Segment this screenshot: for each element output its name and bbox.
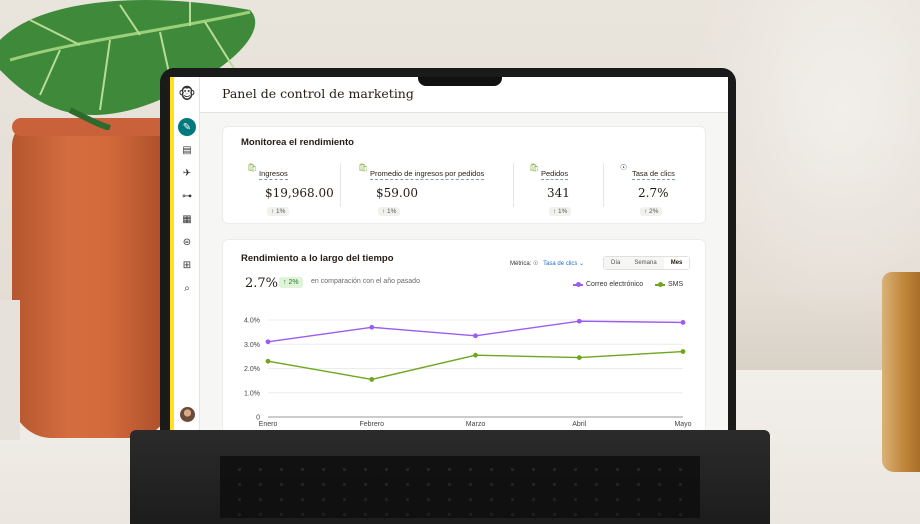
legend-swatch — [655, 282, 665, 287]
laptop-keyboard — [220, 456, 700, 518]
metric-select-label: Métrica: — [510, 261, 532, 267]
metric-label[interactable]: Pedidos — [541, 169, 569, 180]
metric-change: ↑ 2% — [640, 207, 663, 216]
data-point — [265, 358, 271, 364]
shopify-icon: 🛍 — [358, 163, 369, 172]
cursor-icon: ☉ — [620, 163, 628, 172]
metric-label[interactable]: Promedio de ingresos por pedidos — [370, 169, 485, 180]
page-title: Panel de control de marketing — [222, 86, 414, 101]
x-tick-label: Marzo — [466, 421, 486, 428]
x-tick-label: Abril — [572, 421, 586, 428]
x-tick-label: Mayo — [674, 421, 691, 428]
plant-pot-rim — [12, 118, 172, 136]
divider — [340, 163, 341, 207]
metric-label[interactable]: Ingresos — [259, 169, 288, 180]
divider — [513, 163, 514, 207]
performance-card: Monitorea el rendimiento 🛍 Ingresos $19,… — [223, 127, 705, 223]
y-tick-label: 2.0% — [244, 366, 260, 373]
metric-click-rate: ☉ Tasa de clics 2.7% ↑ 2% — [620, 163, 675, 218]
data-point — [265, 339, 271, 345]
y-tick-label: 3.0% — [244, 342, 260, 349]
monstera-leaf — [0, 0, 256, 130]
metric-change: ↑ 1% — [549, 207, 572, 216]
metric-change: ↑ 1% — [378, 207, 401, 216]
legend-item-sms[interactable]: SMS — [655, 281, 683, 288]
amber-glass — [882, 272, 920, 472]
data-point — [680, 320, 686, 325]
metric-value: 341 — [547, 186, 570, 200]
metric-orders: 🛍 Pedidos 341 ↑ 1% — [529, 163, 572, 218]
data-point — [369, 377, 375, 382]
camera-notch — [418, 77, 502, 86]
y-tick-label: 0 — [256, 415, 260, 422]
data-point — [576, 318, 582, 324]
period-week-button[interactable]: Semana — [627, 257, 664, 269]
data-point — [369, 324, 375, 330]
click-rate-value: 2.7% — [245, 276, 279, 291]
metric-select-value[interactable]: Tasa de clics — [543, 261, 578, 267]
period-month-button[interactable]: Mes — [663, 257, 690, 269]
over-time-title: Rendimiento a lo largo del tiempo — [241, 253, 394, 264]
click-rate-change: ↑ 2% — [279, 277, 303, 288]
mailchimp-logo-icon[interactable]: 🐵 — [178, 85, 196, 103]
metric-revenue: 🛍 Ingresos $19,968.00 ↑ 1% — [247, 163, 334, 218]
y-tick-label: 4.0% — [244, 318, 260, 325]
metric-avg-order: 🛍 Promedio de ingresos por pedidos $59.0… — [358, 163, 485, 218]
cursor-icon: ☉ — [533, 261, 539, 267]
metric-value: $19,968.00 — [265, 186, 334, 200]
sidebar: 🐵 ✎ ▤ ✈ ⊶ ▦ ⊜ ⊞ ⌕ — [174, 77, 200, 430]
audience-icon[interactable]: ▤ — [182, 144, 192, 156]
chevron-down-icon: ⌄ — [579, 261, 585, 267]
apps-icon[interactable]: ⊞ — [182, 259, 192, 271]
integrations-icon[interactable]: ⊜ — [182, 236, 192, 248]
edit-icon[interactable]: ✎ — [178, 118, 196, 136]
period-toggle: Día Semana Mes — [603, 256, 691, 270]
divider — [603, 163, 604, 207]
comparison-text: en comparación con el año pasado — [311, 278, 420, 285]
y-tick-label: 1.0% — [244, 390, 260, 397]
legend-label: SMS — [668, 281, 684, 288]
campaigns-icon[interactable]: ✈ — [182, 167, 192, 179]
topbar: Panel de control de marketing — [200, 77, 728, 113]
avatar[interactable] — [180, 407, 195, 422]
line-chart: 0 1.0% 2.0% 3.0% 4.0% Enero Febrero Marzo Abril M… — [244, 318, 692, 429]
automations-icon[interactable]: ⊶ — [182, 190, 192, 202]
metric-select[interactable]: Métrica: ☉ Tasa de clics ⌄ — [510, 260, 584, 267]
shopify-icon: 🛍 — [247, 163, 258, 172]
legend-item-email[interactable]: Correo electrónico — [573, 281, 643, 288]
shopify-icon: 🛍 — [529, 163, 540, 172]
legend-label: Correo electrónico — [586, 281, 644, 288]
metric-change: ↑ 1% — [267, 207, 290, 216]
over-time-card: Rendimiento a lo largo del tiempo Métric… — [223, 240, 705, 430]
data-point — [576, 355, 582, 360]
data-point — [473, 352, 478, 358]
metric-value: $59.00 — [376, 186, 418, 200]
metric-label[interactable]: Tasa de clics — [632, 169, 675, 180]
content-icon[interactable]: ▦ — [182, 213, 192, 225]
performance-title: Monitorea el rendimiento — [241, 137, 354, 148]
brand-stripe — [170, 77, 174, 430]
plant-pot — [12, 118, 172, 438]
legend-swatch — [573, 282, 583, 287]
x-tick-label: Febrero — [359, 421, 384, 428]
laptop-screen: 🐵 ✎ ▤ ✈ ⊶ ▦ ⊜ ⊞ ⌕ Panel de control de ma… — [170, 77, 728, 430]
search-icon[interactable]: ⌕ — [184, 282, 190, 294]
data-point — [680, 349, 686, 354]
series-line-email — [267, 320, 684, 343]
x-tick-label: Enero — [259, 421, 278, 428]
vase-edge — [0, 300, 20, 440]
period-day-button[interactable]: Día — [604, 257, 628, 269]
metric-value: 2.7% — [638, 186, 669, 200]
data-point — [473, 333, 478, 339]
